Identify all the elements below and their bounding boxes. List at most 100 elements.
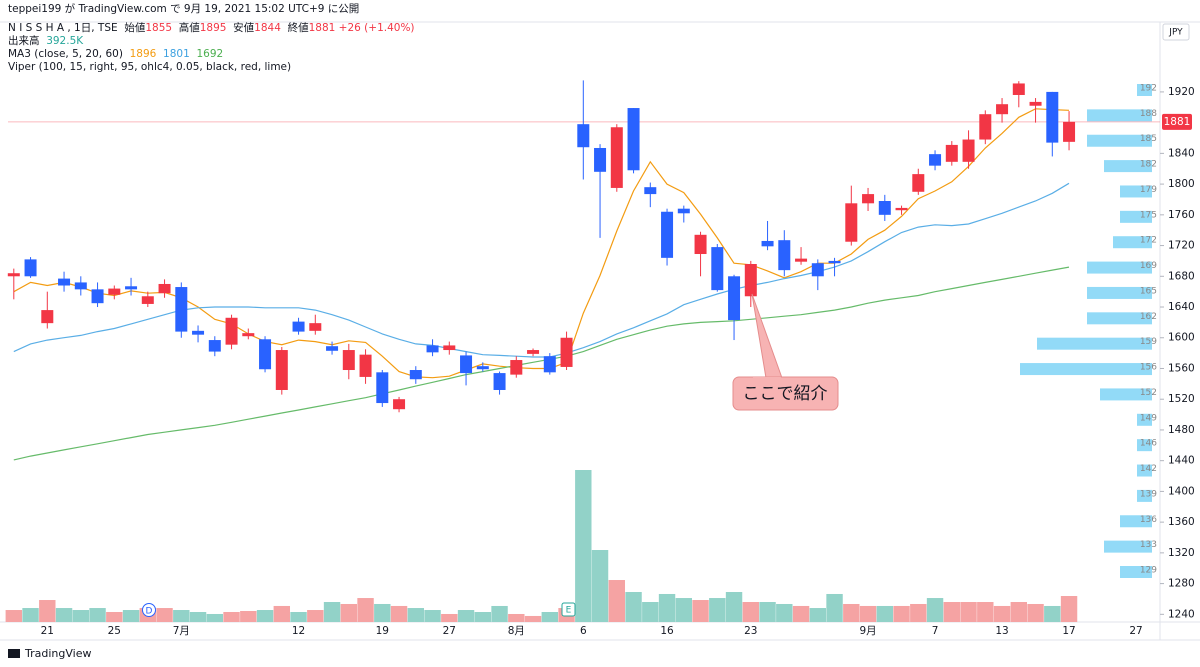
profile-label: 182	[1140, 160, 1157, 170]
candle-body	[627, 108, 640, 171]
ma-line	[13, 182, 1070, 358]
ohlc-value: 1895	[199, 22, 227, 34]
plot: 192 188 185 182 179 175 172 169 165 162 159 156 152 1…	[5, 80, 1195, 637]
profile-bar	[1104, 540, 1152, 553]
profile-bar	[1113, 236, 1152, 249]
event-marker[interactable]	[561, 602, 576, 617]
y-tick-label: 1400	[1168, 485, 1195, 497]
volume-bar	[591, 550, 609, 622]
candle-body	[962, 139, 975, 162]
event-marker[interactable]	[142, 603, 156, 617]
brand: TradingView	[8, 647, 91, 660]
volume-bar	[122, 610, 140, 622]
y-tick-label: 1800	[1168, 178, 1195, 190]
profile-bar	[1120, 210, 1152, 223]
profile-bar	[1100, 388, 1152, 401]
candle-body	[409, 370, 422, 380]
volume-bar	[608, 580, 625, 622]
ohlc-value: 1881	[308, 22, 336, 34]
volume-bar	[893, 605, 910, 622]
candle-body	[510, 360, 523, 375]
candle-body	[996, 104, 1009, 115]
candle-body	[912, 174, 925, 192]
profile-label: 142	[1140, 464, 1157, 474]
volume-bar	[675, 598, 692, 622]
volume-bar	[809, 608, 826, 622]
ma-line	[13, 266, 1070, 461]
profile-label: 179	[1140, 185, 1157, 195]
volume-bar	[1010, 601, 1027, 622]
candle-body	[24, 259, 37, 277]
candle-body	[644, 187, 657, 195]
x-tick-label: 17	[1062, 625, 1075, 637]
candle-body	[175, 287, 188, 332]
volume-bar	[223, 611, 240, 622]
y-tick-label: 1760	[1168, 209, 1195, 221]
profile-bar	[1104, 160, 1152, 173]
x-tick-label: 9月	[859, 625, 876, 637]
x-tick-label: 27	[443, 625, 456, 637]
volume-bar	[89, 608, 106, 622]
volume-bar	[977, 601, 994, 622]
publish-text: teppei199 が TradingView.com で 9月 19, 202…	[8, 3, 360, 15]
volume-bar	[1044, 605, 1061, 622]
candle-body	[326, 346, 339, 351]
candle-body	[929, 154, 942, 166]
volume-bar	[441, 613, 458, 622]
candle-body	[359, 354, 372, 377]
volume-bar	[424, 610, 441, 622]
candle-body	[1029, 101, 1042, 106]
volume-bar	[374, 603, 391, 622]
y-tick-label: 1720	[1168, 240, 1195, 252]
volume-bar	[474, 611, 491, 622]
volume-bar	[240, 611, 257, 622]
x-tick-label: 23	[744, 625, 757, 637]
candle-body	[225, 317, 238, 345]
volume-bar	[273, 605, 290, 622]
candle-body	[476, 366, 489, 370]
profile-line: Viper (100, 15, right, 95, ohlc4, 0.05, …	[8, 61, 415, 74]
candle-body	[878, 201, 891, 215]
candle-body	[275, 350, 288, 390]
profile-bar	[1087, 312, 1152, 325]
candle-body	[728, 276, 741, 321]
candle-body	[125, 286, 138, 290]
volume-bar	[457, 610, 475, 622]
volume-bar	[943, 601, 960, 622]
y-tick-label: 1920	[1168, 86, 1195, 98]
profile-bar	[1137, 439, 1152, 452]
event-label: D	[146, 607, 153, 617]
candle-body	[811, 263, 824, 277]
candle-body	[108, 288, 121, 295]
candle-body	[208, 340, 221, 352]
volume-bar	[776, 603, 793, 622]
profile-label: 152	[1140, 388, 1157, 398]
profile-bar	[1087, 134, 1152, 147]
profile-label: 139	[1140, 489, 1157, 499]
y-tick-label: 1440	[1168, 455, 1195, 467]
annotation-box	[732, 376, 839, 411]
ma-line	[13, 108, 1070, 379]
profile-label: 129	[1140, 566, 1157, 576]
candle-body	[845, 203, 858, 242]
volume-bar	[508, 613, 525, 622]
y-tick-label: 1520	[1168, 393, 1195, 405]
volume-bar	[625, 591, 642, 622]
profile-label: 149	[1140, 413, 1157, 423]
profile-label: 159	[1140, 337, 1157, 347]
candle-body	[828, 260, 841, 264]
candle-body	[577, 124, 590, 148]
x-tick-label: 7	[932, 625, 939, 637]
candle-body	[443, 345, 456, 351]
profile-bar	[1137, 464, 1152, 477]
volume-bar	[173, 610, 190, 622]
profile-bar	[1120, 566, 1152, 578]
candle-body	[58, 278, 71, 286]
candle-body	[1046, 91, 1059, 143]
ma-title: MA3 (close, 5, 20, 60)	[8, 48, 123, 60]
volume-bar	[524, 615, 542, 622]
candle-body	[862, 194, 875, 204]
profile-bar	[1087, 109, 1152, 122]
x-tick-label: 21	[41, 625, 54, 637]
